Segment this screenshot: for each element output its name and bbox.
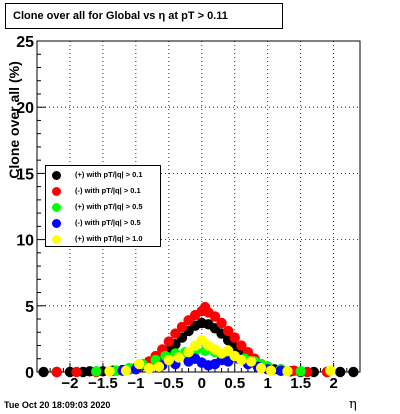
series-5 bbox=[104, 335, 336, 377]
x-tick-label: 1 bbox=[264, 375, 272, 392]
x-tick-label: −0.5 bbox=[154, 375, 184, 392]
data-point bbox=[153, 361, 165, 372]
data-point bbox=[170, 328, 181, 339]
legend-label: (-) with pT/|q| > 0.5 bbox=[75, 218, 141, 227]
data-point bbox=[348, 366, 359, 378]
data-point bbox=[38, 366, 49, 378]
x-tick-label: 0.5 bbox=[224, 375, 245, 392]
legend-label: (+) with pT/|q| > 1.0 bbox=[75, 234, 143, 243]
x-tick-label: 0 bbox=[198, 375, 206, 392]
x-tick-label: 2 bbox=[329, 375, 337, 392]
legend-label: (+) with pT/|q| > 0.1 bbox=[75, 170, 143, 179]
data-point bbox=[216, 317, 227, 329]
legend-marker bbox=[52, 187, 61, 196]
legend-marker bbox=[52, 219, 61, 228]
x-tick-label: −1.5 bbox=[88, 375, 118, 392]
data-point bbox=[255, 362, 267, 374]
x-axis-label: η bbox=[349, 397, 357, 412]
y-tick-label: 15 bbox=[16, 166, 34, 183]
data-point bbox=[104, 366, 115, 377]
legend-marker bbox=[52, 235, 61, 244]
data-point bbox=[222, 325, 234, 337]
chart-title: Clone over all for Global vs η at pT > 0… bbox=[5, 3, 283, 29]
data-point bbox=[173, 352, 184, 363]
legend-label: (-) with pT/|q| > 0.1 bbox=[75, 186, 141, 195]
x-tick-label: −1 bbox=[127, 375, 144, 392]
data-point bbox=[282, 366, 293, 377]
data-point bbox=[183, 346, 194, 358]
data-point bbox=[236, 340, 247, 351]
legend-entry: (-) with pT/|q| > 0.5 bbox=[46, 216, 160, 232]
legend-label: (+) with pT/|q| > 0.5 bbox=[75, 202, 143, 211]
legend-marker bbox=[52, 203, 61, 212]
legend-marker bbox=[52, 171, 61, 180]
y-tick-label: 0 bbox=[25, 365, 34, 382]
x-tick-label: 1.5 bbox=[290, 375, 311, 392]
data-point bbox=[265, 365, 277, 376]
data-point bbox=[246, 356, 257, 367]
data-point bbox=[143, 362, 155, 374]
data-point bbox=[91, 366, 102, 377]
plot-frame bbox=[36, 40, 361, 373]
y-tick-label: 25 bbox=[16, 34, 34, 51]
legend-entry: (+) with pT/|q| > 0.1 bbox=[46, 168, 160, 184]
legend-entry: (+) with pT/|q| > 0.5 bbox=[46, 200, 160, 216]
data-point bbox=[176, 321, 188, 333]
y-axis-label: Clone over all (%) bbox=[6, 61, 22, 179]
legend-entry: (+) with pT/|q| > 1.0 bbox=[46, 232, 160, 248]
y-tick-label: 10 bbox=[16, 233, 34, 250]
y-tick-label: 20 bbox=[16, 100, 34, 117]
data-point bbox=[51, 366, 62, 378]
series-2 bbox=[51, 301, 333, 378]
legend: (+) with pT/|q| > 0.1 (-) with pT/|q| > 0… bbox=[45, 165, 161, 247]
data-point bbox=[229, 332, 240, 343]
y-tick-label: 5 bbox=[25, 299, 34, 316]
x-tick-label: −2 bbox=[61, 375, 78, 392]
timestamp: Tue Oct 20 18:09:03 2020 bbox=[4, 400, 111, 410]
data-point bbox=[133, 358, 145, 370]
data-point bbox=[325, 365, 336, 376]
data-point bbox=[295, 366, 306, 377]
data-point bbox=[71, 366, 82, 378]
data-point bbox=[335, 366, 346, 378]
data-point bbox=[236, 354, 247, 366]
legend-entry: (-) with pT/|q| > 0.1 bbox=[46, 184, 160, 200]
data-point bbox=[163, 336, 175, 347]
data-point bbox=[163, 354, 175, 366]
data-point bbox=[209, 311, 221, 322]
data-point bbox=[120, 365, 132, 376]
data-series bbox=[38, 301, 359, 378]
